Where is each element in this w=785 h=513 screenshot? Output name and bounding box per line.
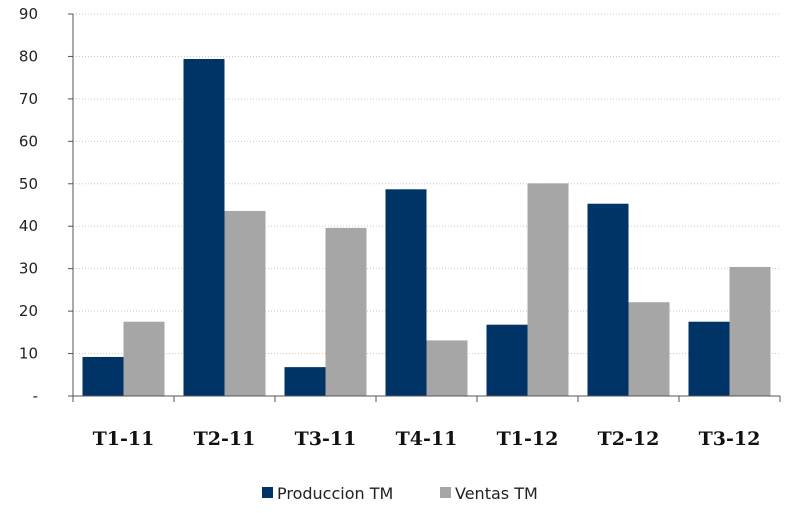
- y-tick-labels: - 10 20 30 40 50 60 70 80 90: [19, 5, 38, 405]
- legend-label: Ventas TM: [455, 484, 538, 503]
- y-tick-label: 40: [19, 217, 38, 235]
- bar-produccion-tm-t1-11: [82, 356, 124, 396]
- bar-ventas-tm-t3-12: [729, 266, 771, 396]
- legend-label: Produccion TM: [277, 484, 393, 503]
- bar-produccion-tm-t3-11: [284, 367, 326, 396]
- y-tick-label: 50: [19, 175, 38, 193]
- bar-ventas-tm-t1-11: [123, 321, 165, 396]
- bar-produccion-tm-t4-11: [385, 189, 427, 396]
- bars: [82, 58, 771, 396]
- x-tick-label: T4-11: [396, 428, 458, 450]
- y-tick-label: 80: [19, 47, 38, 65]
- bar-ventas-tm-t2-11: [224, 210, 266, 396]
- bar-produccion-tm-t1-12: [486, 324, 528, 396]
- x-tick-label: T2-12: [598, 428, 660, 450]
- bar-ventas-tm-t2-12: [628, 302, 670, 396]
- bar-ventas-tm-t4-11: [426, 340, 468, 396]
- legend-swatch: [262, 487, 273, 498]
- x-tick-label: T1-11: [93, 428, 155, 450]
- x-tick-labels: T1-11 T2-11 T3-11 T4-11 T1-12 T2-12 T3-12: [93, 428, 761, 450]
- x-tick-label: T3-12: [699, 428, 761, 450]
- bar-produccion-tm-t3-12: [688, 321, 730, 396]
- y-tick-label: 70: [19, 90, 38, 108]
- y-tick-label: 60: [19, 132, 38, 150]
- x-tick-label: T3-11: [295, 428, 357, 450]
- y-tick-label: 20: [19, 302, 38, 320]
- bar-ventas-tm-t3-11: [325, 227, 367, 396]
- y-tick-label: 30: [19, 260, 38, 278]
- bar-produccion-tm-t2-11: [183, 58, 225, 396]
- bar-produccion-tm-t2-12: [587, 203, 629, 396]
- legend-swatch: [440, 487, 451, 498]
- bar-ventas-tm-t1-12: [527, 183, 569, 396]
- y-tick-label: 90: [19, 5, 38, 23]
- axes: [68, 13, 781, 402]
- y-tick-label: -: [33, 387, 38, 405]
- x-tick-label: T1-12: [497, 428, 559, 450]
- x-tick-label: T2-11: [194, 428, 256, 450]
- legend: Produccion TM Ventas TM: [262, 484, 538, 503]
- y-tick-label: 10: [19, 345, 38, 363]
